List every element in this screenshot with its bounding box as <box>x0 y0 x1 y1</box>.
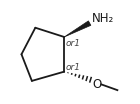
Text: or1: or1 <box>65 39 80 48</box>
Text: NH₂: NH₂ <box>92 12 114 25</box>
Text: or1: or1 <box>65 63 80 72</box>
Polygon shape <box>64 21 91 37</box>
Text: O: O <box>92 78 101 91</box>
